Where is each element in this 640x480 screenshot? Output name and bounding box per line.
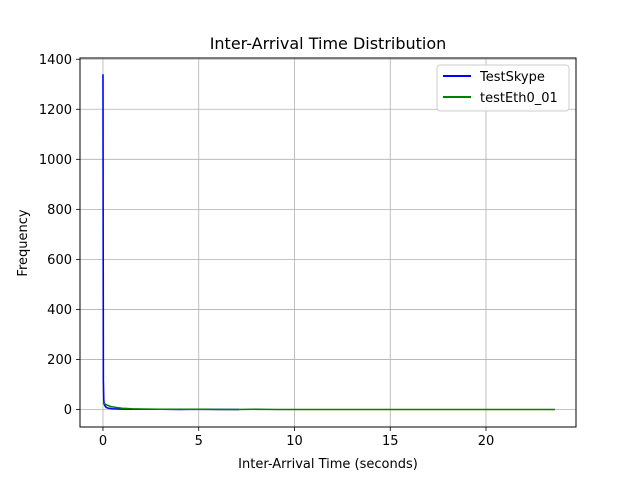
y-tick-label: 0 [64, 403, 72, 418]
y-tick-label: 1400 [39, 53, 72, 68]
y-axis-label: Frequency [16, 209, 31, 276]
y-tick-label: 400 [47, 303, 72, 318]
y-tick-label: 1000 [39, 153, 72, 168]
legend-label-testeth0-01: testEth0_01 [480, 91, 558, 106]
x-tick-label: 0 [99, 434, 107, 449]
x-tick-label: 20 [478, 434, 495, 449]
x-tick-label: 5 [195, 434, 203, 449]
y-tick-label: 800 [47, 203, 72, 218]
series-layer [102, 74, 555, 411]
legend-label-testskype: TestSkype [479, 70, 545, 85]
y-tick-label: 600 [47, 253, 72, 268]
x-axis-label: Inter-Arrival Time (seconds) [238, 457, 418, 472]
series-line-testeth0-01 [102, 402, 555, 411]
x-tick-label: 15 [382, 434, 399, 449]
grid [80, 58, 576, 427]
y-tick-label: 200 [47, 353, 72, 368]
chart-title: Inter-Arrival Time Distribution [210, 34, 447, 53]
x-tick-label: 10 [286, 434, 303, 449]
plot-frame [79, 57, 577, 428]
y-tick-label: 1200 [39, 103, 72, 118]
legend: TestSkype testEth0_01 [436, 64, 570, 112]
